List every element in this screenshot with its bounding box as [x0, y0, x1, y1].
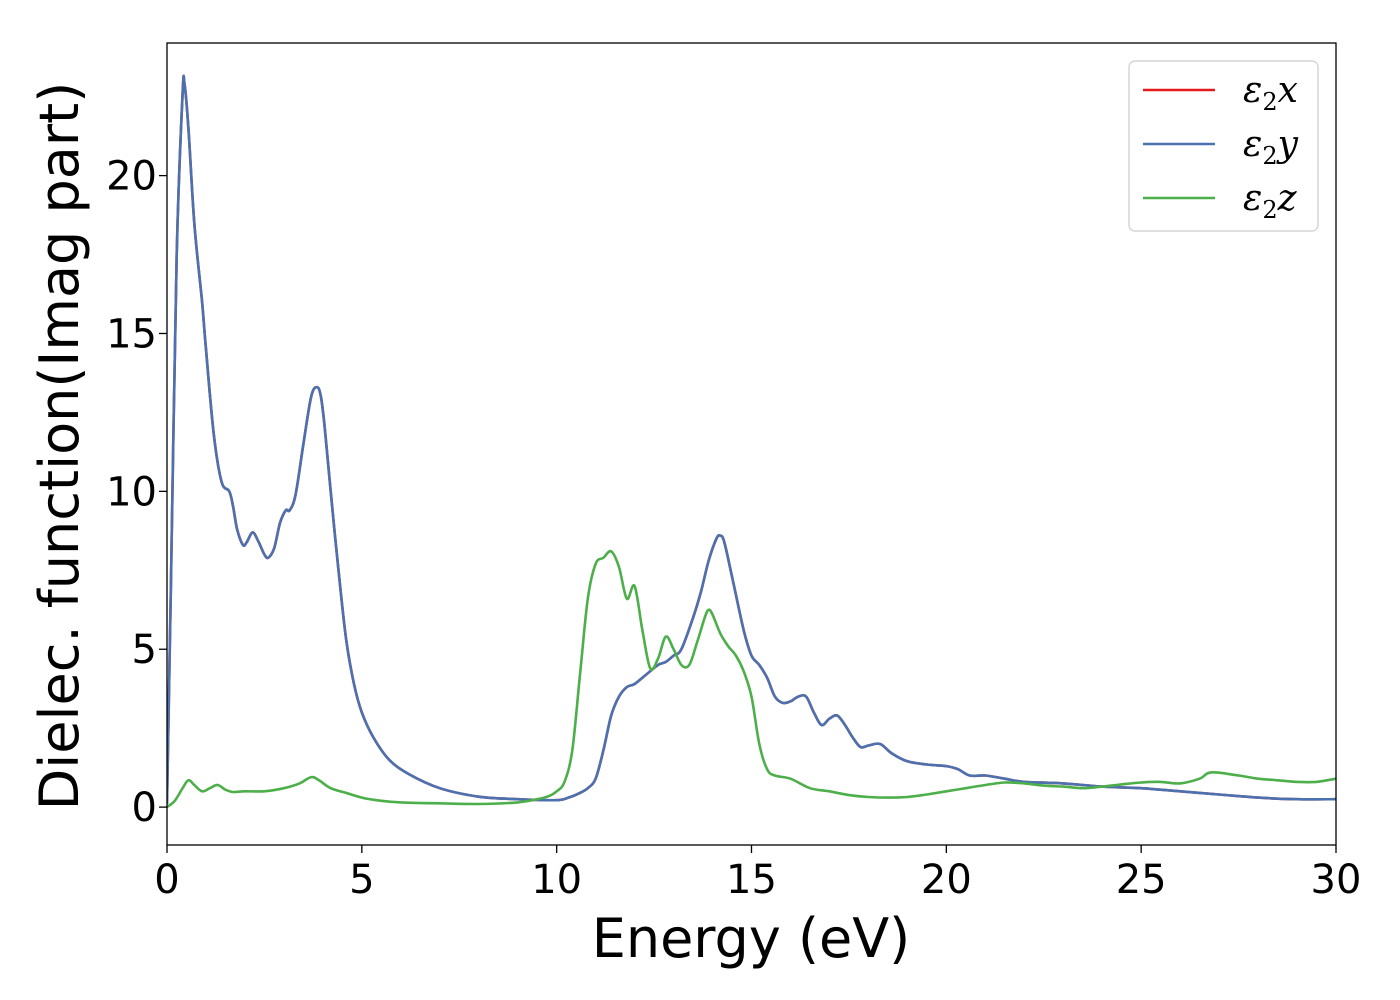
- x-axis-ticks: 0 5 10 15 20 25 30: [154, 845, 1361, 903]
- y-tick-label-4: 20: [106, 154, 157, 200]
- x-tick-label-0: 0: [154, 857, 179, 903]
- legend-label-1: ε2y: [1243, 124, 1299, 170]
- y-tick-label-1: 5: [132, 627, 157, 673]
- y-axis-label: Dielec. function(Imag part): [28, 82, 91, 811]
- legend-label-0: ε2x: [1243, 70, 1298, 116]
- y-tick-label-2: 10: [106, 469, 157, 515]
- legend-label-2: ε2z: [1243, 178, 1298, 224]
- x-tick-label-6: 30: [1311, 857, 1362, 903]
- y-tick-label-3: 15: [106, 311, 157, 357]
- series-line-2: [167, 549, 1336, 809]
- series-line-1: [167, 74, 1336, 805]
- x-tick-label-5: 25: [1116, 857, 1167, 903]
- y-tick-label-0: 0: [132, 785, 157, 831]
- x-tick-label-4: 20: [921, 857, 972, 903]
- plot-frame: [166, 42, 1337, 846]
- legend-box: [1128, 60, 1319, 232]
- x-axis-label: Energy (eV): [592, 907, 911, 970]
- series-layer: [167, 74, 1336, 809]
- x-tick-label-3: 15: [726, 857, 777, 903]
- y-axis-ticks: 0 5 10 15 20: [106, 154, 167, 831]
- x-tick-label-2: 10: [531, 857, 582, 903]
- legend: ε2x ε2y ε2z: [1128, 60, 1319, 232]
- x-tick-label-1: 5: [349, 857, 374, 903]
